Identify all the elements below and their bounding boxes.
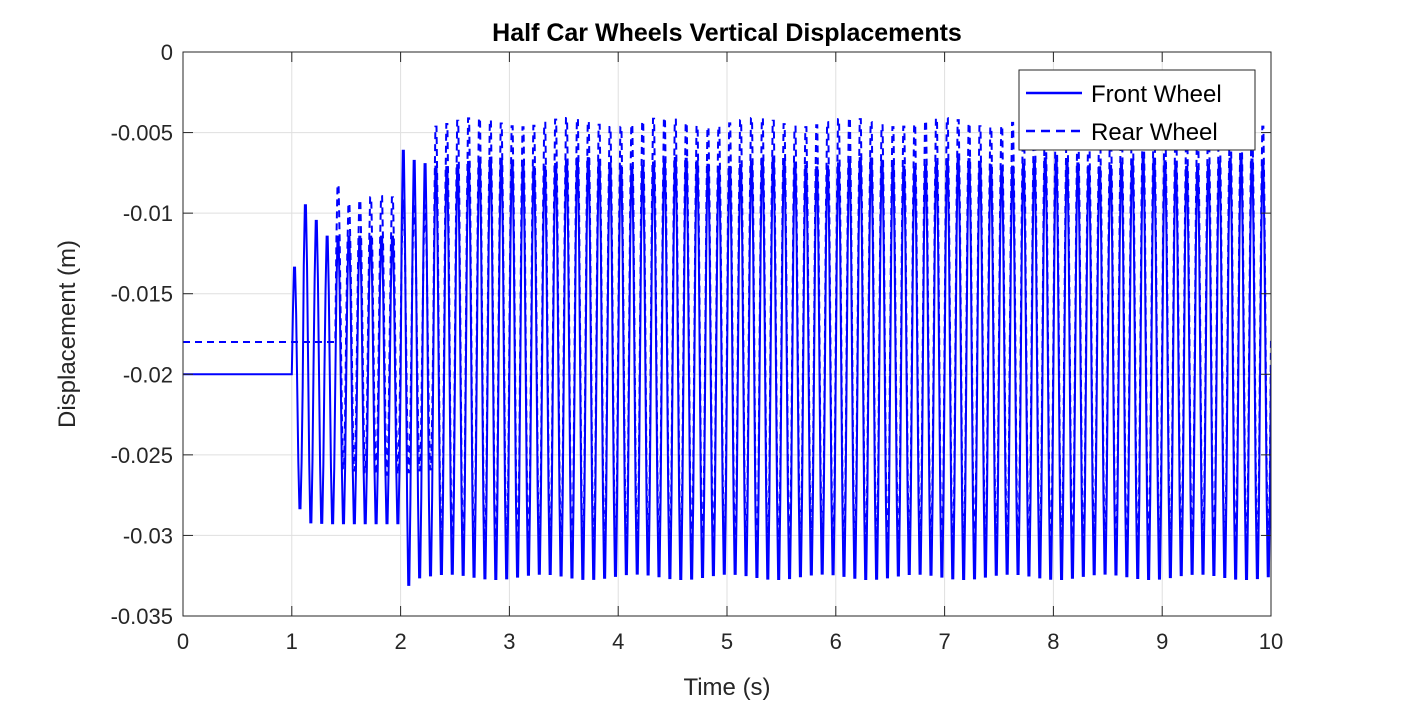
- x-tick-labels: 0 1 2 3 4 5 6 7 8 9 10: [177, 629, 1283, 654]
- x-tick-label: 4: [612, 629, 624, 654]
- series-layer: [183, 116, 1271, 586]
- y-tick-label: -0.015: [111, 282, 173, 307]
- x-tick-label: 6: [830, 629, 842, 654]
- y-axis-title: Displacement (m): [54, 240, 81, 428]
- y-tick-labels: 0 -0.005 -0.01 -0.015 -0.02 -0.025 -0.03 -0.035: [111, 40, 173, 629]
- x-tick-label: 3: [503, 629, 515, 654]
- x-tick-label: 7: [938, 629, 950, 654]
- y-tick-label: -0.035: [111, 604, 173, 629]
- y-tick-label: -0.03: [123, 523, 173, 548]
- legend-box: [1018, 69, 1256, 151]
- legend: Front Wheel Rear Wheel: [1018, 69, 1256, 151]
- x-tick-label: 10: [1259, 629, 1283, 654]
- y-tick-label: -0.005: [111, 121, 173, 146]
- x-tick-label: 9: [1156, 629, 1168, 654]
- x-tick-label: 8: [1047, 629, 1059, 654]
- legend-label-rear-wheel: Rear Wheel: [1091, 119, 1218, 146]
- x-axis-title: Time (s): [683, 674, 770, 701]
- x-tick-label: 1: [286, 629, 298, 654]
- y-tick-label: 0: [161, 40, 173, 65]
- x-tick-label: 2: [394, 629, 406, 654]
- legend-label-front-wheel: Front Wheel: [1091, 81, 1222, 108]
- chart-title: Half Car Wheels Vertical Displacements: [492, 19, 962, 47]
- series-line-rear-wheel: [183, 116, 1271, 553]
- y-tick-label: -0.025: [111, 443, 173, 468]
- x-tick-label: 5: [721, 629, 733, 654]
- x-tick-label: 0: [177, 629, 189, 654]
- y-tick-label: -0.02: [123, 362, 173, 387]
- axis-ticks: [182, 51, 1272, 617]
- y-tick-label: -0.01: [123, 201, 173, 226]
